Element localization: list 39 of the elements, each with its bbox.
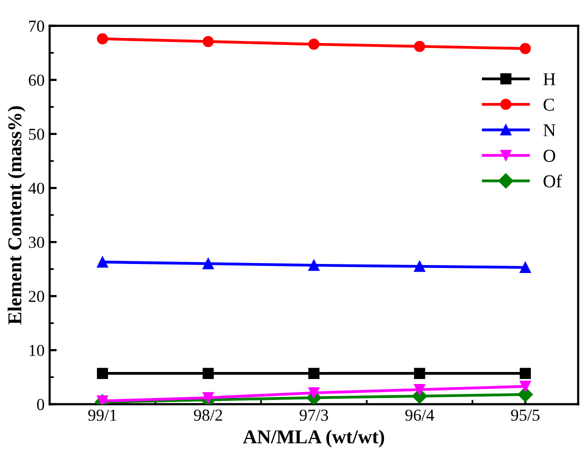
y-tick-label: 40 [28, 182, 44, 194]
legend-label: C [544, 98, 554, 111]
point [308, 387, 320, 398]
point [202, 36, 214, 48]
y-tick-label: 0 [37, 398, 44, 410]
x-axis-title: AN/MLA (wt/wt) [243, 430, 384, 448]
x-tick-label: 98/2 [194, 410, 222, 421]
legend-label: N [543, 124, 556, 136]
point [518, 386, 533, 402]
y-tick-label: 20 [28, 290, 44, 302]
point [308, 38, 320, 50]
legend-label: O [544, 150, 556, 162]
point [96, 33, 108, 44]
point [520, 42, 531, 54]
y-tick-label: 70 [29, 20, 44, 32]
point [414, 40, 426, 52]
point [414, 384, 426, 396]
y-tick-label: 30 [28, 236, 44, 248]
legend-label: H [543, 73, 556, 86]
point [308, 260, 320, 271]
point [202, 368, 214, 379]
x-tick-label: 99/1 [88, 410, 116, 421]
point [414, 260, 426, 272]
y-tick-label: 10 [30, 344, 44, 356]
point [520, 380, 531, 392]
point [202, 258, 214, 270]
x-tick-label: 96/4 [405, 410, 434, 421]
point [414, 368, 426, 379]
point [308, 368, 320, 379]
legend-label: Of [544, 174, 562, 188]
point [520, 368, 531, 379]
y-tick-label: 50 [29, 128, 44, 140]
point [96, 256, 108, 268]
y-axis-title: Element Content (mass%) [8, 106, 26, 324]
x-tick-label: 95/5 [511, 410, 540, 421]
point [520, 262, 531, 274]
x-tick-label: 97/3 [300, 410, 328, 421]
y-tick-label: 60 [28, 74, 44, 86]
point [96, 368, 108, 379]
